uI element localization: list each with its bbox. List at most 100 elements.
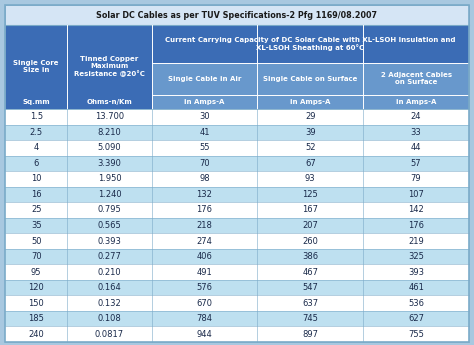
Text: 897: 897 — [302, 330, 318, 339]
Text: 5.090: 5.090 — [98, 143, 121, 152]
Bar — [5, 125, 67, 140]
Bar — [67, 218, 152, 233]
Bar — [152, 25, 469, 63]
Bar — [152, 202, 257, 218]
Bar — [257, 295, 363, 311]
Bar — [363, 95, 469, 109]
Bar — [5, 140, 67, 156]
Bar — [257, 311, 363, 326]
Bar — [5, 187, 67, 202]
Text: 0.565: 0.565 — [98, 221, 121, 230]
Text: in Amps-A: in Amps-A — [290, 99, 330, 105]
Bar — [257, 109, 363, 125]
Text: 57: 57 — [411, 159, 421, 168]
Text: 240: 240 — [28, 330, 44, 339]
Bar — [5, 5, 469, 109]
Text: 107: 107 — [408, 190, 424, 199]
Bar — [152, 171, 257, 187]
Bar — [5, 295, 67, 311]
Bar — [257, 264, 363, 280]
Text: 44: 44 — [411, 143, 421, 152]
Bar — [5, 264, 67, 280]
Text: 1.240: 1.240 — [98, 190, 121, 199]
Bar — [5, 156, 67, 171]
Text: 25: 25 — [31, 206, 41, 215]
Text: 70: 70 — [199, 159, 210, 168]
Text: 132: 132 — [197, 190, 212, 199]
Bar — [257, 156, 363, 171]
Bar — [67, 187, 152, 202]
Text: Single Cable on Surface: Single Cable on Surface — [263, 76, 357, 82]
Text: 0.164: 0.164 — [98, 283, 121, 292]
Text: 467: 467 — [302, 268, 318, 277]
Bar — [67, 140, 152, 156]
Bar — [363, 156, 469, 171]
Bar — [67, 311, 152, 326]
Bar — [363, 295, 469, 311]
Text: 1.950: 1.950 — [98, 175, 121, 184]
Bar — [67, 25, 152, 109]
Bar — [257, 63, 363, 95]
Bar — [67, 156, 152, 171]
Text: 10: 10 — [31, 175, 41, 184]
Bar — [152, 156, 257, 171]
Bar — [67, 280, 152, 295]
Text: 536: 536 — [408, 299, 424, 308]
Text: 120: 120 — [28, 283, 44, 292]
Text: 39: 39 — [305, 128, 316, 137]
Bar — [363, 202, 469, 218]
Bar — [152, 140, 257, 156]
Bar — [363, 187, 469, 202]
Text: 67: 67 — [305, 159, 316, 168]
Bar — [5, 280, 67, 295]
Bar — [363, 140, 469, 156]
Text: 167: 167 — [302, 206, 318, 215]
Text: 0.132: 0.132 — [98, 299, 121, 308]
Bar — [67, 326, 152, 342]
Bar — [152, 125, 257, 140]
Bar — [67, 125, 152, 140]
Bar — [363, 109, 469, 125]
Bar — [363, 249, 469, 264]
Bar — [257, 171, 363, 187]
Bar — [257, 202, 363, 218]
Text: 150: 150 — [28, 299, 44, 308]
Text: 176: 176 — [196, 206, 212, 215]
Bar — [67, 202, 152, 218]
Text: 386: 386 — [302, 252, 319, 261]
Bar — [257, 233, 363, 249]
Text: 2.5: 2.5 — [30, 128, 43, 137]
Bar — [152, 264, 257, 280]
Bar — [363, 125, 469, 140]
Bar — [363, 326, 469, 342]
Text: 745: 745 — [302, 314, 318, 323]
Text: 16: 16 — [31, 190, 42, 199]
Text: 0.795: 0.795 — [98, 206, 121, 215]
Text: 393: 393 — [408, 268, 424, 277]
Bar — [152, 233, 257, 249]
Text: 55: 55 — [199, 143, 210, 152]
Text: 218: 218 — [197, 221, 212, 230]
Text: 406: 406 — [197, 252, 212, 261]
Bar — [152, 311, 257, 326]
Bar — [152, 280, 257, 295]
Bar — [152, 109, 257, 125]
Text: 1.5: 1.5 — [30, 112, 43, 121]
Bar — [152, 218, 257, 233]
Bar — [67, 171, 152, 187]
Text: Current Carrying Capacity of DC Solar Cable with XL-LSOH Insulation and
XL-LSOH : Current Carrying Capacity of DC Solar Ca… — [165, 37, 456, 51]
Text: 576: 576 — [196, 283, 212, 292]
Bar — [152, 187, 257, 202]
Bar — [5, 249, 67, 264]
Text: 79: 79 — [411, 175, 421, 184]
Text: 125: 125 — [302, 190, 318, 199]
Text: 627: 627 — [408, 314, 424, 323]
Bar — [363, 171, 469, 187]
Text: 274: 274 — [197, 237, 212, 246]
Bar — [5, 233, 67, 249]
Text: 219: 219 — [408, 237, 424, 246]
Text: 461: 461 — [408, 283, 424, 292]
Text: 142: 142 — [408, 206, 424, 215]
Bar — [5, 95, 67, 109]
Text: 24: 24 — [411, 112, 421, 121]
